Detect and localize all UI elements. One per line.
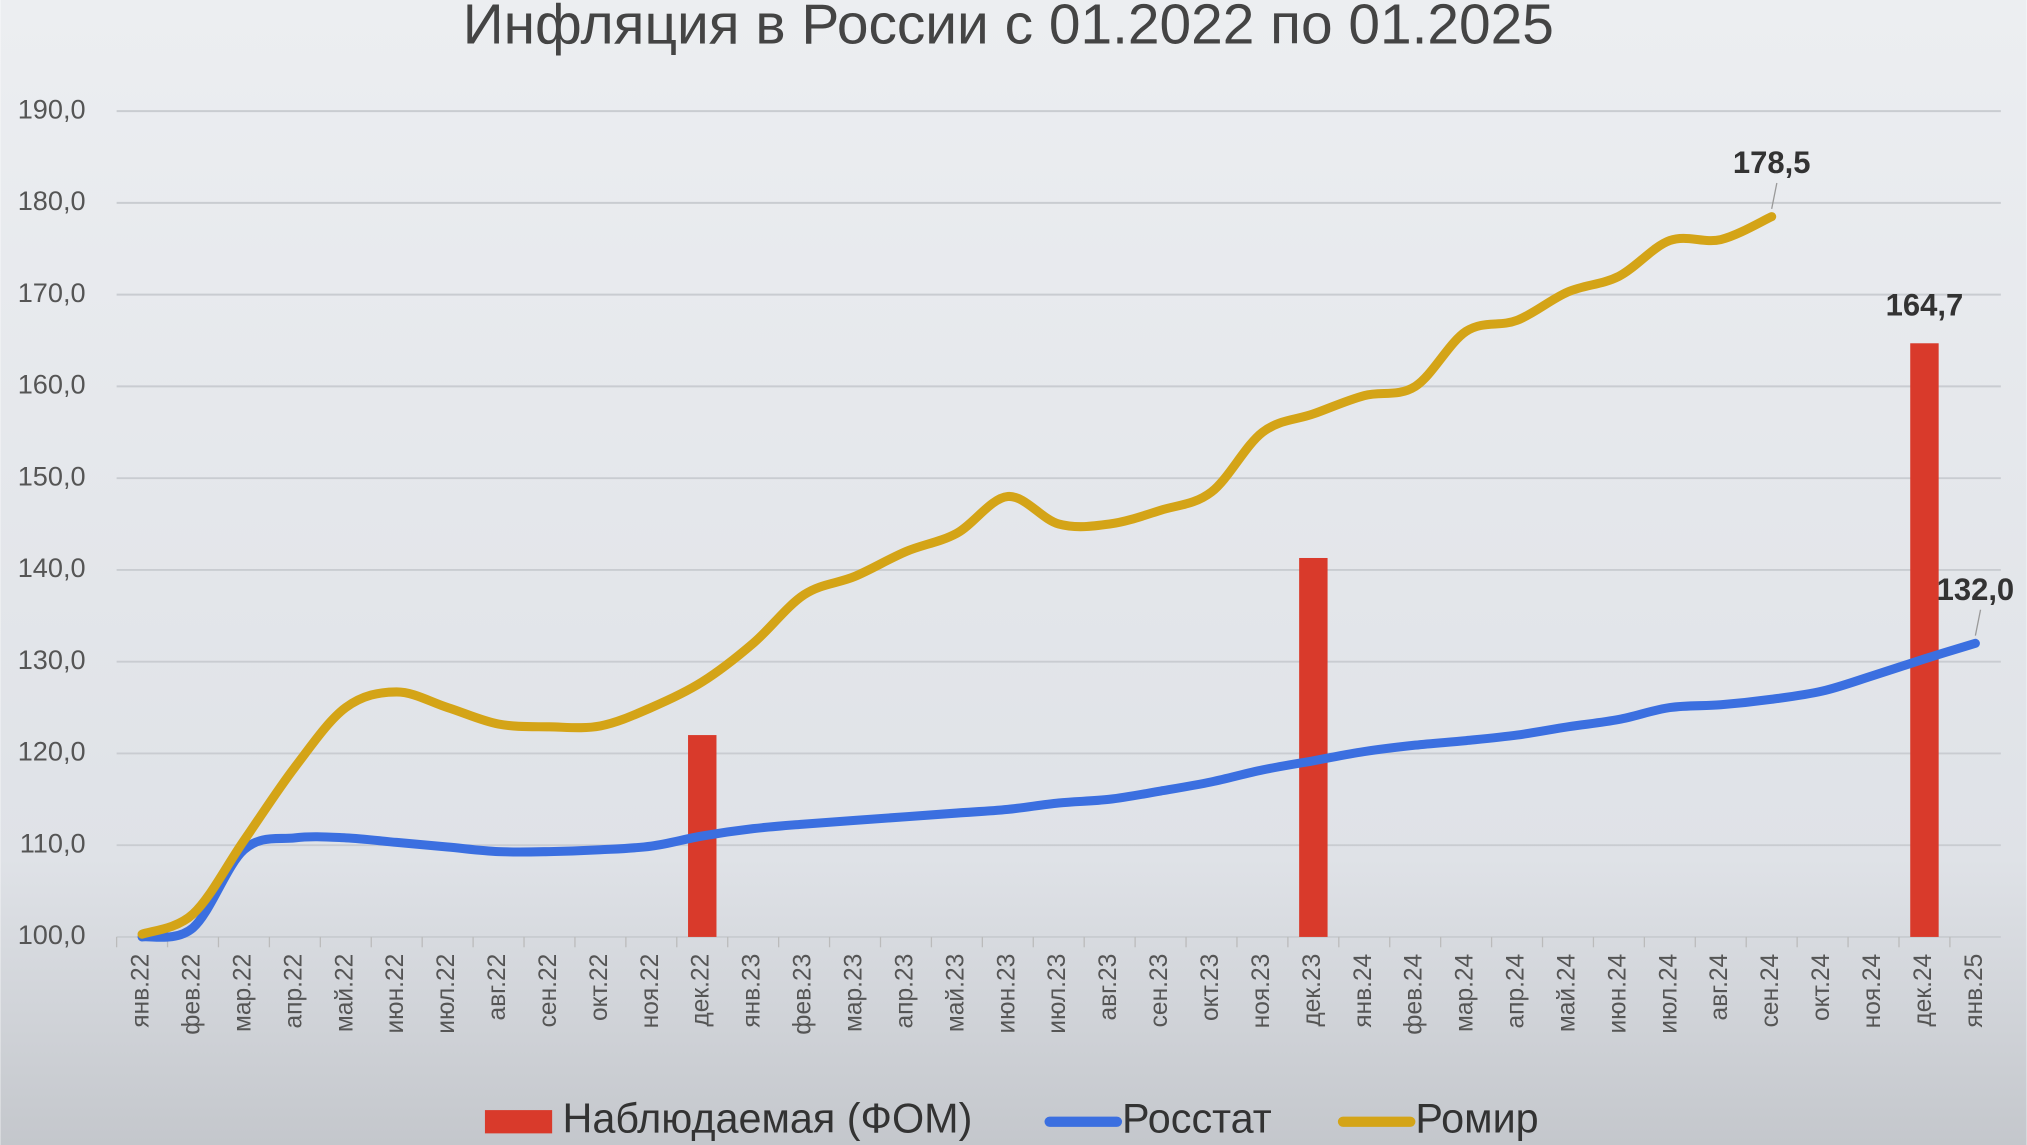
x-tick-label: дек.22 [688,954,715,1027]
x-tick-label: мар.23 [841,954,868,1032]
y-tick-label: 130,0 [18,644,86,675]
x-tick-label: апр.23 [891,954,918,1029]
x-tick-label: июн.24 [1604,954,1631,1034]
x-tick-label: авг.24 [1706,954,1733,1021]
chart-title: Инфляция в России с 01.2022 по 01.2025 [463,0,1554,56]
y-tick-label: 120,0 [18,736,86,767]
x-tick-label: май.22 [331,954,358,1032]
leader-line [1771,182,1778,210]
y-tick-label: 150,0 [18,460,86,491]
x-tick-label: апр.24 [1503,954,1530,1029]
x-tick-label: июн.23 [993,954,1020,1034]
x-tick-label: ноя.24 [1859,954,1886,1029]
x-tick-label: май.24 [1553,954,1580,1032]
x-tick-label: мар.24 [1452,954,1479,1032]
x-tick-label: фев.23 [790,954,817,1035]
x-tick-label: апр.22 [280,954,307,1029]
y-tick-label: 190,0 [18,93,86,124]
x-tick-label: ноя.22 [637,954,664,1029]
x-tick-label: авг.23 [1095,954,1122,1021]
data-label: 178,5 [1733,145,1811,180]
line [137,212,1777,939]
x-tick-label: фев.24 [1401,954,1428,1035]
x-tick-label: янв.25 [1961,954,1988,1028]
legend-label: Ромир [1415,1096,1538,1142]
x-tick-label: окт.23 [1197,954,1224,1021]
data-label: 164,7 [1886,287,1964,322]
x-tick-label: авг.22 [484,954,511,1021]
leader-line [1974,609,1982,636]
x-tick-label: сен.22 [535,954,562,1028]
y-tick-label: 100,0 [18,919,86,950]
x-tick-label: сен.24 [1757,954,1784,1028]
bar [1910,343,1939,937]
x-tick-label: янв.24 [1350,954,1377,1028]
x-tick-label: окт.24 [1808,954,1835,1021]
legend-label: Росстат [1122,1096,1272,1142]
x-tick-label: июл.24 [1655,954,1682,1034]
x-tick-label: дек.23 [1299,954,1326,1027]
x-tick-label: май.23 [942,954,969,1032]
y-tick-label: 110,0 [20,827,86,858]
x-tick-label: фев.22 [178,954,205,1035]
x-tick-label: окт.22 [586,954,613,1021]
x-tick-label: янв.22 [128,954,155,1028]
legend-swatch [484,1110,553,1134]
x-tick-label: июл.22 [433,954,460,1034]
x-tick-label: июн.22 [382,954,409,1034]
x-tick-label: сен.23 [1146,954,1173,1028]
line [137,638,1980,942]
x-tick-label: мар.22 [229,954,256,1032]
y-tick-label: 140,0 [18,552,86,583]
legend-label: Наблюдаемая (ФОМ) [562,1096,972,1142]
x-tick-label: ноя.23 [1248,954,1275,1029]
y-tick-label: 180,0 [18,185,86,216]
bar [1299,557,1328,937]
x-tick-label: дек.24 [1910,954,1937,1027]
x-tick-label: июл.23 [1044,954,1071,1034]
y-tick-label: 170,0 [18,277,86,308]
x-tick-label: янв.23 [739,954,766,1028]
y-tick-label: 160,0 [18,369,86,400]
data-label: 132,0 [1937,572,2015,607]
